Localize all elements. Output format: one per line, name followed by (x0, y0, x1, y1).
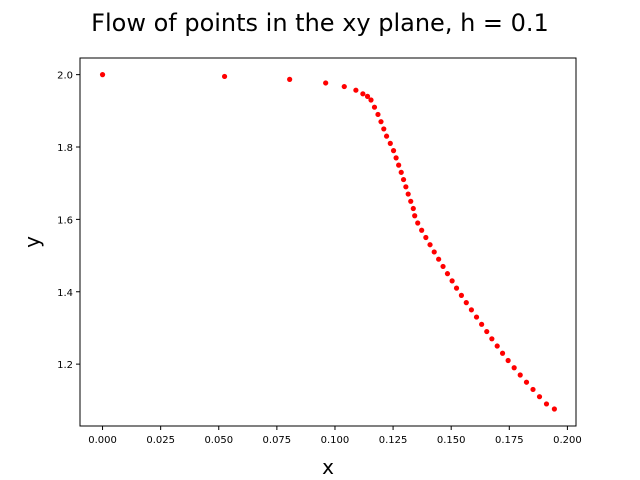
point (381, 126, 387, 132)
point (551, 406, 557, 412)
point (387, 140, 393, 146)
point (378, 119, 384, 125)
point (458, 292, 465, 298)
point (412, 213, 418, 219)
point (221, 73, 228, 80)
x-tick-label: 0.200 (553, 435, 582, 446)
chart-title: Flow of points in the xy plane, h = 0.1 (91, 9, 549, 37)
x-tick-label: 0.050 (204, 435, 233, 446)
x-tick-label: 0.175 (495, 435, 524, 446)
point (400, 176, 407, 183)
x-tick-label: 0.150 (437, 435, 466, 446)
point (499, 350, 506, 356)
x-tick-label: 0.125 (379, 435, 408, 446)
point (375, 111, 381, 118)
point (410, 205, 416, 212)
point (431, 249, 437, 255)
point (390, 148, 397, 154)
x-tick-label: 0.075 (263, 435, 292, 446)
x-tick-label: 0.100 (321, 435, 350, 446)
point (543, 401, 550, 407)
point (530, 386, 536, 393)
point (419, 227, 425, 233)
point (444, 271, 451, 277)
point (368, 97, 374, 103)
point (287, 76, 293, 82)
point (489, 336, 495, 342)
point (364, 93, 371, 99)
y-tick-label: 1.2 (57, 360, 73, 371)
point (517, 372, 523, 378)
y-axis-label: y (20, 236, 44, 248)
point (398, 169, 404, 175)
x-tick-label: 0.000 (88, 435, 117, 446)
point (449, 278, 455, 284)
point (99, 72, 106, 78)
point (427, 242, 433, 248)
point (536, 394, 543, 400)
y-tick-label: 1.6 (57, 215, 73, 226)
point (494, 343, 500, 349)
point (453, 285, 460, 291)
point (484, 328, 490, 335)
point (393, 155, 399, 161)
point (463, 300, 469, 306)
y-tick-label: 1.4 (57, 288, 73, 299)
point (523, 379, 530, 385)
point (371, 104, 378, 110)
point (408, 198, 414, 204)
point (440, 263, 446, 270)
point (383, 133, 390, 139)
point (468, 307, 475, 313)
y-tick-label: 1.8 (57, 143, 73, 154)
point (423, 234, 429, 241)
point (323, 80, 329, 86)
point (341, 83, 347, 90)
point (511, 365, 517, 371)
x-tick-label: 0.025 (146, 435, 175, 446)
point (403, 184, 409, 190)
point (505, 357, 511, 364)
point (473, 314, 480, 320)
y-tick-label: 2.0 (57, 71, 73, 82)
point (360, 91, 366, 97)
plot-frame (79, 57, 577, 427)
point (479, 321, 485, 327)
point (353, 87, 359, 93)
point (405, 191, 411, 197)
point (436, 256, 442, 262)
point (396, 162, 402, 168)
x-axis-label: x (322, 455, 334, 479)
point (415, 220, 421, 226)
